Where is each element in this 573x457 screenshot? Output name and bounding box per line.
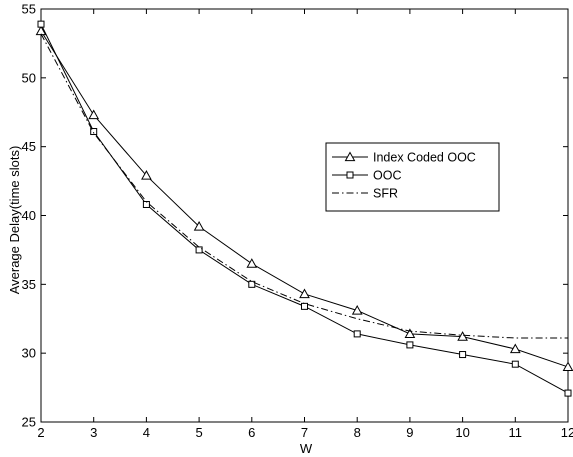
y-tick-label: 30	[22, 346, 36, 361]
x-tick-label: 9	[406, 425, 413, 440]
y-tick-label: 25	[22, 415, 36, 430]
data-point-2	[90, 128, 98, 136]
x-tick-label: 6	[248, 425, 255, 440]
data-point-2	[353, 330, 361, 338]
data-point-2	[301, 302, 308, 310]
y-tick-label: 45	[22, 139, 36, 154]
legend-label-3: SFR	[373, 187, 398, 201]
x-axis-label: W	[300, 441, 313, 456]
x-tick-label: 2	[37, 425, 44, 440]
x-tick-label: 12	[561, 425, 573, 440]
legend-marker-2	[346, 171, 354, 179]
data-point-2	[406, 341, 414, 349]
y-tick-label: 50	[22, 70, 36, 85]
data-point-1	[351, 304, 363, 315]
x-tick-label: 8	[354, 425, 361, 440]
data-point-2	[195, 246, 203, 254]
series-line-3	[40, 33, 568, 339]
x-tick-label: 10	[455, 425, 469, 440]
y-tick-label: 40	[22, 208, 36, 223]
y-tick-label: 35	[22, 277, 36, 292]
x-tick-label: 3	[90, 425, 97, 440]
x-tick-label: 11	[509, 425, 523, 440]
legend-marker-1	[344, 151, 356, 162]
data-point-1	[562, 361, 573, 372]
data-point-1	[193, 220, 205, 231]
plot-frame	[40, 8, 569, 423]
data-point-1	[88, 109, 100, 120]
data-point-1	[141, 170, 152, 180]
legend-box	[325, 142, 500, 212]
legend-label-2: OOC	[373, 169, 401, 183]
x-tick-label: 5	[195, 425, 202, 440]
data-point-2	[248, 280, 256, 288]
data-point-1	[457, 331, 468, 341]
legend-label-1: Index Coded OOC	[373, 151, 476, 165]
data-point-1	[509, 343, 521, 354]
data-point-1	[246, 258, 258, 268]
data-point-2	[37, 20, 45, 28]
x-tick-label: 7	[301, 425, 308, 440]
data-point-2	[511, 360, 519, 368]
data-point-2	[564, 389, 572, 397]
y-tick-label: 55	[22, 2, 36, 17]
x-tick-label: 4	[143, 425, 150, 440]
y-axis-label: Average Delay(time slots)	[7, 146, 22, 295]
data-point-1	[404, 328, 416, 338]
data-point-2	[459, 351, 467, 359]
data-point-1	[299, 288, 310, 299]
